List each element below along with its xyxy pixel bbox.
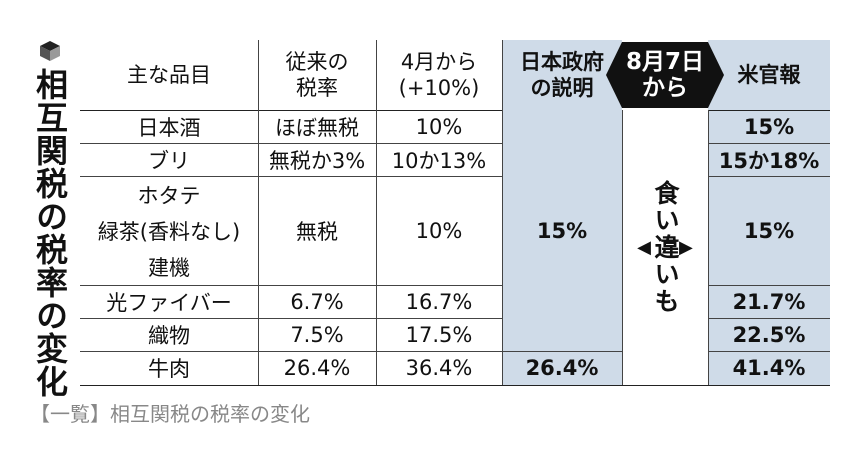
row3-april: 10%: [415, 218, 463, 243]
row1-us: 15%: [743, 114, 795, 139]
header-april: 4月から (+10%): [376, 40, 502, 110]
header-from-line1: 8月7日: [625, 49, 704, 75]
header-previous-line1: 従来の: [285, 50, 349, 74]
caption: 【一覧】相互関税の税率の変化: [30, 402, 310, 426]
japan-column-bg: [502, 40, 622, 385]
header-from-line2: から: [642, 75, 688, 101]
divider: [80, 285, 502, 286]
divider: [80, 176, 502, 177]
row3-item-b: 緑茶(香料なし): [97, 220, 241, 244]
row6-us: 41.4%: [732, 356, 806, 380]
row4-us: 21.7%: [732, 289, 806, 314]
row4-april: 16.7%: [405, 289, 473, 314]
row2-april: 10か13%: [391, 148, 487, 173]
row3-item-c: 建機: [148, 256, 190, 280]
row5-us: 22.5%: [732, 322, 806, 347]
row4-previous: 6.7%: [290, 289, 344, 314]
row2-previous: 無税か3%: [268, 148, 366, 173]
left-arrow-icon: ◀: [637, 237, 651, 258]
divider: [258, 40, 259, 385]
row1-april: 10%: [415, 114, 463, 139]
divider: [80, 351, 622, 352]
divider: [502, 40, 503, 385]
header-from-date: 8月7日 から: [622, 42, 708, 108]
row2-us: 15か18%: [718, 148, 820, 173]
divider: [376, 40, 377, 385]
row1-item: 日本酒: [137, 115, 201, 140]
tariff-table: 主な品目 従来の 税率 4月から (+10%) 日本政府 の説明 米官報 8月7…: [80, 40, 830, 386]
discrepancy-indicator: ◀ 食い違いも ▶: [622, 120, 708, 375]
row4-item: 光ファイバー: [106, 290, 232, 315]
divider: [708, 318, 830, 319]
header-previous-rate: 従来の 税率: [258, 40, 376, 110]
header-japan-line2: の説明: [530, 76, 594, 100]
row5-previous: 7.5%: [290, 322, 344, 347]
divider: [622, 110, 623, 385]
row6-april: 36.4%: [405, 356, 473, 380]
divider: [708, 110, 830, 111]
header-item-label: 主な品目: [127, 63, 211, 87]
header-us: 米官報: [708, 40, 830, 110]
vertical-title-block: 相互関税の税率の変化: [28, 40, 72, 398]
divider: [708, 351, 830, 352]
divider: [708, 110, 709, 385]
discrepancy-text: 食い違いも: [651, 180, 680, 315]
header-japan-line1: 日本政府: [520, 50, 604, 74]
row6-item: 牛肉: [148, 357, 190, 381]
us-column-bg: [708, 40, 830, 385]
row5-april: 17.5%: [405, 322, 473, 347]
divider: [80, 318, 502, 319]
divider: [80, 143, 502, 144]
divider: [80, 385, 830, 386]
cube-logo-icon: [40, 41, 60, 61]
divider: [708, 285, 830, 286]
japan-beef-value: 26.4%: [525, 356, 599, 380]
header-april-line2: (+10%): [398, 76, 480, 100]
right-arrow-icon: ▶: [679, 237, 693, 258]
row3-item-a: ホタテ: [137, 183, 201, 208]
row6-previous: 26.4%: [283, 356, 351, 380]
row3-us: 15%: [743, 218, 795, 243]
row1-previous: ほぼ無税: [275, 115, 359, 140]
page-title: 相互関税の税率の変化: [31, 68, 69, 398]
header-us-label: 米官報: [737, 63, 801, 87]
header-item: 主な品目: [80, 40, 258, 110]
divider: [708, 143, 830, 144]
header-previous-line2: 税率: [296, 76, 338, 100]
divider: [80, 110, 502, 111]
row2-item: ブリ: [148, 148, 190, 173]
row5-item: 織物: [148, 323, 190, 348]
divider: [708, 176, 830, 177]
row3-previous: 無税: [296, 219, 338, 244]
header-april-line1: 4月から: [400, 50, 478, 74]
japan-merged-value: 15%: [536, 218, 588, 243]
header-japan: 日本政府 の説明: [502, 40, 622, 110]
